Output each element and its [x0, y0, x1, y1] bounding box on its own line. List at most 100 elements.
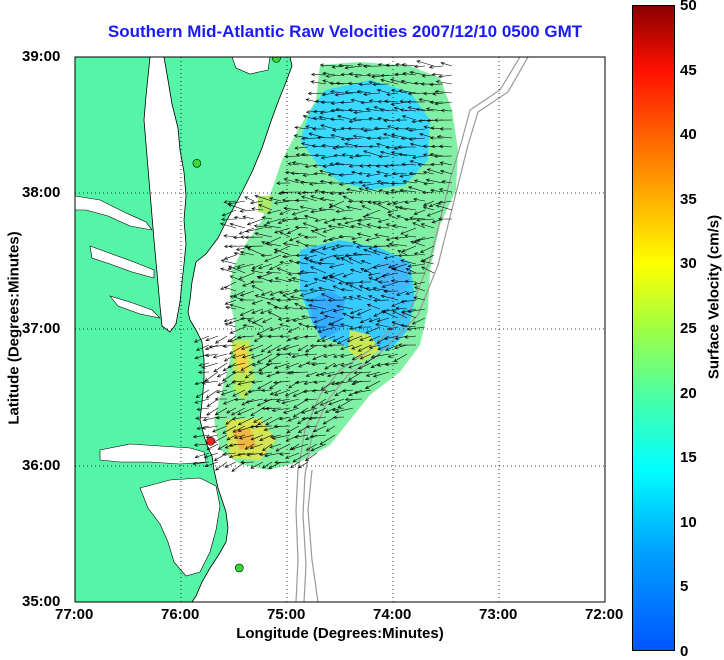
velocity-vector	[349, 315, 363, 320]
velocity-vector	[222, 452, 237, 456]
velocity-vector	[389, 163, 408, 167]
velocity-vector	[332, 146, 345, 150]
velocity-vector	[394, 205, 408, 211]
velocity-vector	[408, 137, 426, 141]
velocity-vector	[426, 168, 444, 175]
velocity-vector	[401, 115, 417, 121]
velocity-vector	[221, 209, 237, 217]
velocity-vector	[236, 452, 255, 457]
velocity-vector	[292, 452, 309, 463]
velocity-vector	[379, 108, 399, 112]
velocity-vector	[320, 124, 336, 130]
velocity-vector	[322, 164, 336, 168]
velocity-vector	[340, 344, 354, 350]
velocity-vector	[273, 380, 291, 385]
velocity-vector	[313, 171, 327, 176]
velocity-vector	[333, 353, 345, 358]
radar-station-marker	[235, 563, 244, 573]
velocity-vector	[423, 91, 435, 96]
velocity-vector	[386, 92, 399, 96]
velocity-vector	[331, 380, 345, 386]
velocity-vector	[310, 80, 327, 85]
velocity-vector	[254, 424, 273, 429]
velocity-vector	[317, 326, 336, 333]
velocity-vector	[348, 295, 363, 301]
velocity-vector	[351, 344, 363, 350]
velocity-vector	[423, 181, 435, 186]
velocity-vector	[319, 254, 336, 262]
velocity-vector	[385, 344, 399, 351]
velocity-vector	[267, 344, 282, 354]
velocity-vector	[315, 371, 327, 377]
velocity-vector	[409, 216, 426, 220]
velocity-vector	[376, 335, 390, 344]
velocity-vector	[407, 186, 426, 193]
velocity-vector	[225, 416, 237, 425]
velocity-vector	[378, 280, 390, 284]
velocity-vector	[219, 222, 237, 229]
velocity-vector	[284, 389, 300, 397]
velocity-vector	[271, 407, 291, 413]
velocity-vector	[376, 88, 390, 94]
velocity-vector	[286, 335, 300, 342]
velocity-vector	[361, 205, 372, 211]
velocity-vector	[316, 335, 327, 343]
velocity-vector	[282, 344, 300, 351]
velocity-vector	[260, 253, 273, 258]
velocity-vector	[244, 371, 255, 379]
velocity-vector	[304, 258, 318, 265]
velocity-vector	[418, 119, 435, 123]
velocity-vector	[290, 461, 300, 469]
velocity-vector	[217, 443, 228, 450]
velocity-vector	[215, 415, 228, 420]
velocity-vector	[251, 285, 264, 292]
velocity-vector	[304, 452, 318, 462]
velocity-vector	[428, 200, 444, 208]
velocity-vector	[425, 178, 444, 184]
velocity-vector	[395, 306, 408, 311]
velocity-vector	[333, 254, 345, 258]
velocity-vector	[300, 142, 318, 148]
velocity-vector	[412, 222, 426, 229]
velocity-vector	[248, 370, 264, 375]
velocity-vector	[309, 288, 327, 292]
velocity-vector	[301, 136, 318, 141]
velocity-vector	[201, 362, 219, 369]
velocity-vector	[365, 173, 381, 178]
x-tick-label: 74:00	[373, 606, 412, 623]
velocity-vector	[400, 227, 417, 235]
velocity-vector	[387, 326, 399, 331]
velocity-vector	[357, 344, 372, 352]
velocity-vector	[310, 209, 327, 214]
velocity-vector	[372, 371, 390, 378]
velocity-vector	[203, 452, 219, 459]
velocity-vector	[314, 227, 327, 232]
velocity-vector	[250, 407, 264, 416]
velocity-vector	[307, 303, 327, 310]
velocity-vector	[292, 407, 309, 418]
velocity-vector	[363, 248, 381, 256]
velocity-vector	[245, 398, 264, 404]
y-tick-label: 38:00	[22, 184, 61, 201]
velocity-vector	[254, 294, 273, 301]
velocity-vector	[221, 371, 237, 382]
velocity-vector	[415, 107, 435, 112]
velocity-vector	[293, 134, 309, 139]
velocity-vector	[381, 308, 399, 314]
velocity-vector	[350, 181, 363, 185]
velocity-vector	[390, 101, 408, 106]
velocity-vector	[377, 218, 390, 223]
velocity-vector	[312, 164, 327, 168]
colorbar-tick-label: 5	[680, 578, 689, 595]
velocity-vector	[431, 218, 444, 224]
velocity-vector	[381, 281, 399, 288]
velocity-vector	[206, 407, 219, 416]
velocity-vector	[348, 164, 363, 168]
velocity-vector	[225, 305, 237, 310]
velocity-vector	[279, 334, 291, 339]
velocity-vector	[340, 323, 354, 328]
velocity-vector	[227, 200, 246, 206]
velocity-vector	[310, 195, 327, 202]
velocity-vector	[357, 62, 372, 67]
velocity-vector	[363, 150, 381, 157]
